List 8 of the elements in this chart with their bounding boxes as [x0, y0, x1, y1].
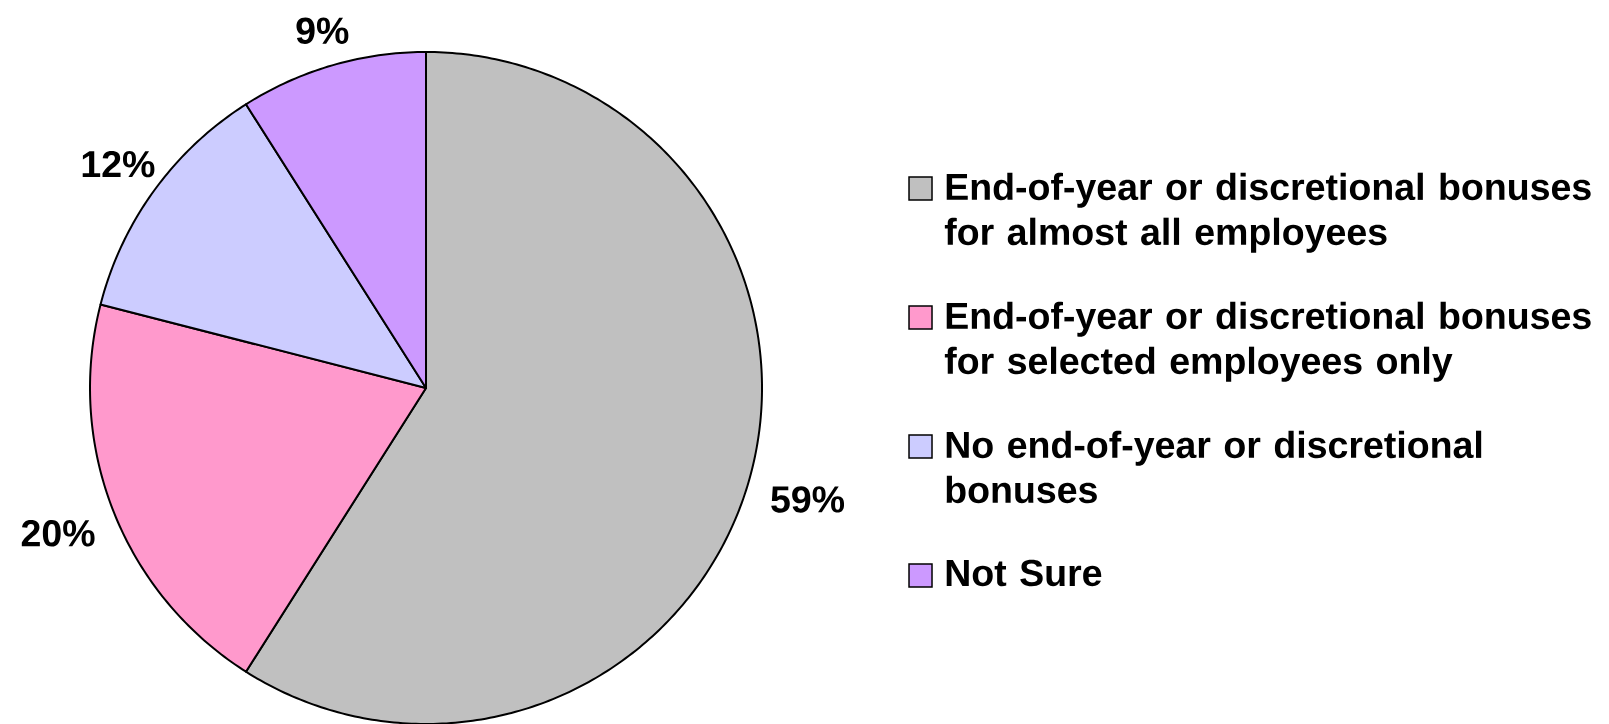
legend-label: End-of-year or discretional bonuses for selected employees only	[944, 301, 1591, 382]
data-label: 12%	[82, 150, 155, 178]
data-label: 9%	[296, 17, 349, 45]
legend-label: End-of-year or discretional bonuses for almost all employees	[944, 172, 1591, 253]
data-label: 20%	[21, 520, 95, 547]
data-label: 59%	[771, 486, 845, 513]
legend-label: No end-of-year or discretional bonuses	[946, 430, 1482, 504]
legend-label: Not Sure	[946, 559, 1102, 587]
